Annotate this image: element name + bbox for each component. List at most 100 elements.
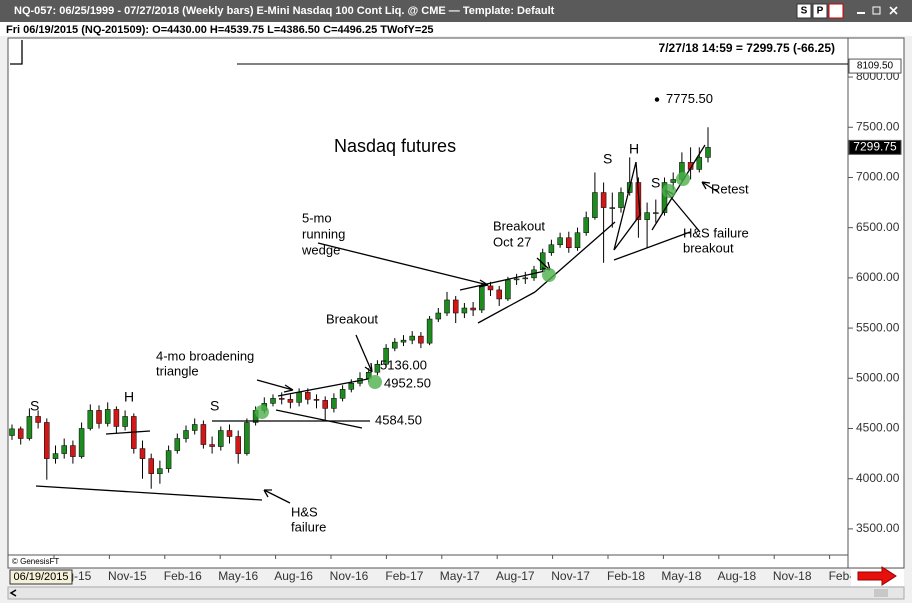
annotation: Oct 27 bbox=[493, 234, 531, 249]
trend-line bbox=[105, 430, 151, 435]
candle-body bbox=[522, 277, 529, 280]
pattern-label: H bbox=[629, 141, 639, 157]
candle-body bbox=[496, 289, 502, 300]
candle-body bbox=[235, 436, 241, 454]
candle-body bbox=[35, 416, 41, 423]
x-tick-label: Aug-17 bbox=[496, 569, 535, 583]
candle-body bbox=[618, 192, 624, 208]
candle-body bbox=[600, 192, 607, 208]
drawings bbox=[35, 144, 719, 504]
annotation: Breakout bbox=[493, 218, 545, 233]
candle-body bbox=[122, 416, 128, 427]
trend-line bbox=[651, 144, 706, 231]
candle-body bbox=[313, 399, 320, 401]
maximize[interactable] bbox=[872, 6, 881, 15]
credit: © GenesisFT bbox=[12, 557, 59, 566]
annotation: H&S failure bbox=[683, 225, 749, 240]
candle-body bbox=[191, 424, 198, 431]
scroll-thumb[interactable] bbox=[874, 589, 888, 597]
annotation: failure bbox=[291, 519, 326, 534]
x-tick-label: Aug-16 bbox=[274, 569, 313, 583]
candle-body bbox=[226, 430, 233, 437]
x-tick-label: Nov-15 bbox=[108, 569, 147, 583]
button[interactable] bbox=[796, 3, 812, 19]
candle-body bbox=[400, 339, 407, 343]
candle-body bbox=[9, 428, 15, 436]
info-bar bbox=[0, 22, 912, 36]
x-axis: Aug-15Nov-15Feb-16May-16Aug-16Nov-16Feb-… bbox=[53, 555, 867, 583]
candle-body bbox=[61, 445, 67, 454]
candle-body bbox=[383, 347, 389, 365]
y-tick-label: 7000.00 bbox=[856, 170, 900, 184]
candle-body bbox=[426, 318, 433, 344]
candle-body bbox=[244, 422, 250, 454]
candle-body bbox=[200, 424, 207, 445]
highlight bbox=[542, 268, 556, 282]
scroll-left[interactable] bbox=[9, 589, 17, 597]
candle-body bbox=[548, 244, 555, 254]
annotation: 5-mo bbox=[302, 210, 332, 225]
date-box-label: 06/19/2015 bbox=[13, 571, 68, 583]
title-bar bbox=[0, 0, 912, 22]
candle-body bbox=[505, 279, 511, 300]
trend-line bbox=[275, 409, 363, 429]
candle-body bbox=[148, 458, 154, 474]
scrollbar[interactable] bbox=[7, 586, 905, 600]
candle-body bbox=[609, 207, 616, 209]
annotation: triangle bbox=[156, 363, 199, 378]
arrow bbox=[701, 181, 719, 193]
candle-body bbox=[470, 307, 476, 311]
candle-body bbox=[348, 383, 355, 390]
y-tick-label: 6000.00 bbox=[856, 270, 900, 284]
candle-body bbox=[557, 237, 563, 245]
trend-line bbox=[459, 270, 546, 291]
candle-body bbox=[96, 410, 102, 424]
pattern bbox=[613, 161, 641, 251]
annotation: wedge bbox=[301, 242, 340, 257]
trend-line bbox=[613, 231, 691, 261]
arrow bbox=[263, 489, 291, 504]
y-tick-label: 4500.00 bbox=[856, 421, 900, 435]
close[interactable] bbox=[889, 6, 898, 15]
y-tick-label: 4000.00 bbox=[856, 471, 900, 485]
candle-body bbox=[296, 392, 302, 403]
candle-body bbox=[418, 335, 424, 344]
pattern-label: H bbox=[124, 389, 134, 405]
button-label[interactable]: S bbox=[801, 6, 808, 17]
candle-body bbox=[322, 400, 328, 409]
annotation: 5136.00 bbox=[380, 357, 427, 372]
highlight bbox=[662, 184, 676, 198]
pattern-label: S bbox=[30, 398, 39, 414]
arrow bbox=[317, 242, 489, 288]
candle-body bbox=[670, 179, 676, 183]
candle-body bbox=[174, 438, 181, 451]
x-tick-label: Nov-18 bbox=[773, 569, 812, 583]
last-quote: 7/27/18 14:59 = 7299.75 (-66.25) bbox=[659, 41, 835, 55]
candle-body bbox=[331, 398, 337, 409]
candle-body bbox=[705, 147, 711, 158]
annotation: Retest bbox=[711, 181, 749, 196]
candle-body bbox=[287, 399, 294, 403]
target-label: 7775.50 bbox=[666, 91, 713, 106]
pattern-label: S bbox=[603, 151, 612, 167]
candle-body bbox=[305, 392, 311, 400]
candle-body bbox=[87, 410, 94, 429]
button[interactable] bbox=[828, 3, 844, 19]
candle-body bbox=[392, 341, 398, 349]
price-tag bbox=[848, 58, 902, 74]
candle-body bbox=[653, 212, 659, 214]
candle-body bbox=[644, 212, 650, 220]
button-label[interactable]: P bbox=[817, 6, 824, 17]
trend-line bbox=[277, 378, 369, 397]
window-title: NQ-057: 06/25/1999 - 07/27/2018 (Weekly … bbox=[14, 5, 555, 17]
candle-body bbox=[139, 448, 146, 459]
annotation: H&S bbox=[291, 504, 318, 519]
highlight bbox=[255, 405, 269, 419]
candle-body bbox=[44, 422, 50, 459]
scroll-right-arrow[interactable] bbox=[857, 566, 897, 586]
candle-body bbox=[444, 299, 450, 314]
annotation: 4952.50 bbox=[384, 375, 431, 390]
highlight bbox=[368, 375, 382, 389]
button[interactable] bbox=[812, 3, 828, 19]
